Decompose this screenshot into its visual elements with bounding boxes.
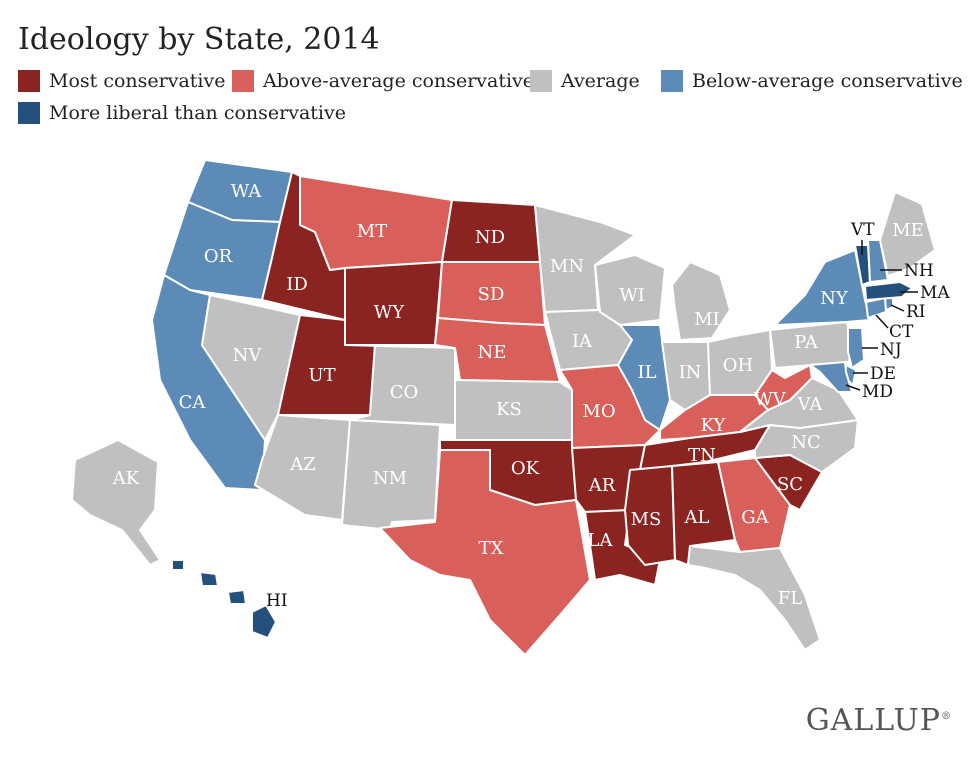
legend-item-most: Most conservative <box>18 70 225 92</box>
label-MD: MD <box>862 382 893 402</box>
legend-swatch-above <box>232 70 254 92</box>
label-AR: AR <box>588 475 616 496</box>
label-IL: IL <box>637 362 656 383</box>
label-KS: KS <box>496 399 522 420</box>
state-FL[interactable] <box>687 545 821 651</box>
legend-label-avg: Average <box>561 70 640 92</box>
label-CT: CT <box>889 322 914 342</box>
label-FL: FL <box>778 588 802 609</box>
label-MT: MT <box>357 221 387 242</box>
leader-MD <box>845 384 861 391</box>
state-WI[interactable] <box>594 254 666 326</box>
label-KY: KY <box>701 415 727 436</box>
label-WA: WA <box>231 181 263 202</box>
label-CA: CA <box>179 392 207 413</box>
label-ND: ND <box>475 227 505 248</box>
label-ID: ID <box>286 274 308 295</box>
label-MA: MA <box>920 283 950 303</box>
label-MI: MI <box>694 309 720 330</box>
legend-label-most: Most conservative <box>49 70 226 92</box>
label-IN: IN <box>679 362 702 383</box>
legend-item-above: Above-average conservative <box>232 70 534 92</box>
state-MD[interactable] <box>809 361 853 393</box>
label-ME: ME <box>892 220 924 241</box>
state-MA[interactable] <box>864 281 913 301</box>
state-WV[interactable] <box>754 364 813 411</box>
state-TX[interactable] <box>379 449 591 656</box>
label-DE: DE <box>870 364 896 384</box>
callout-labels: VT NH MA RI CT NJ DE MD HI <box>266 220 950 611</box>
state-HI-big-island[interactable] <box>251 604 277 639</box>
label-WY: WY <box>374 302 406 323</box>
map-title: Ideology by State, 2014 <box>18 22 380 57</box>
label-PA: PA <box>794 332 818 353</box>
label-OH: OH <box>723 355 753 376</box>
label-HI: HI <box>266 591 288 611</box>
label-MN: MN <box>550 256 584 277</box>
label-VA: VA <box>797 394 824 415</box>
state-HI-oahu[interactable] <box>199 571 219 587</box>
legend-swatch-avg <box>530 70 552 92</box>
legend-label-below: Below-average conservative <box>692 70 963 92</box>
label-AK: AK <box>112 468 140 489</box>
state-NJ[interactable] <box>847 327 865 369</box>
state-NV[interactable] <box>201 294 301 441</box>
label-WI: WI <box>619 285 645 306</box>
legend-item-liberal: More liberal than conservative <box>18 102 346 124</box>
gallup-logo: GALLUP® <box>806 703 952 738</box>
state-MI[interactable] <box>671 261 731 341</box>
leader-CT <box>875 314 889 329</box>
label-NY: NY <box>820 288 849 309</box>
state-HI-maui[interactable] <box>227 589 247 605</box>
label-MS: MS <box>631 509 662 530</box>
label-VT: VT <box>850 220 875 240</box>
legend-label-above: Above-average conservative <box>263 70 535 92</box>
leader-RI <box>890 304 905 312</box>
label-LA: LA <box>588 530 614 551</box>
legend-item-below: Below-average conservative <box>661 70 963 92</box>
label-CO: CO <box>390 382 419 403</box>
state-AK[interactable] <box>71 439 161 566</box>
brand-name: GALLUP <box>805 703 941 738</box>
label-NH: NH <box>904 261 934 281</box>
label-GA: GA <box>741 507 769 528</box>
legend-swatch-liberal <box>18 102 40 124</box>
label-TN: TN <box>688 445 716 466</box>
legend-label-liberal: More liberal than conservative <box>49 102 346 124</box>
legend-swatch-below <box>661 70 683 92</box>
state-HI-kauai[interactable] <box>171 559 185 571</box>
label-AZ: AZ <box>289 454 316 475</box>
state-ME[interactable] <box>879 191 936 277</box>
label-NC: NC <box>791 432 821 453</box>
brand-mark: ® <box>941 711 952 722</box>
label-NJ: NJ <box>880 340 902 360</box>
state-labels: WA OR CA ID NV UT AZ MT WY CO NM ND SD N… <box>112 181 924 609</box>
label-NE: NE <box>478 342 507 363</box>
label-AL: AL <box>684 507 710 528</box>
label-IA: IA <box>572 331 593 352</box>
label-TX: TX <box>479 538 504 559</box>
label-NV: NV <box>233 345 263 366</box>
label-NM: NM <box>373 468 407 489</box>
label-RI: RI <box>906 302 926 322</box>
state-NH[interactable] <box>867 239 889 283</box>
label-MO: MO <box>582 401 615 422</box>
legend-swatch-most <box>18 70 40 92</box>
label-UT: UT <box>308 365 335 386</box>
label-SC: SC <box>777 474 803 495</box>
label-OK: OK <box>511 458 540 479</box>
state-NM[interactable] <box>341 419 441 531</box>
label-OR: OR <box>204 246 233 267</box>
label-SD: SD <box>478 284 505 305</box>
label-WV: WV <box>754 389 787 410</box>
legend-item-avg: Average <box>530 70 640 92</box>
